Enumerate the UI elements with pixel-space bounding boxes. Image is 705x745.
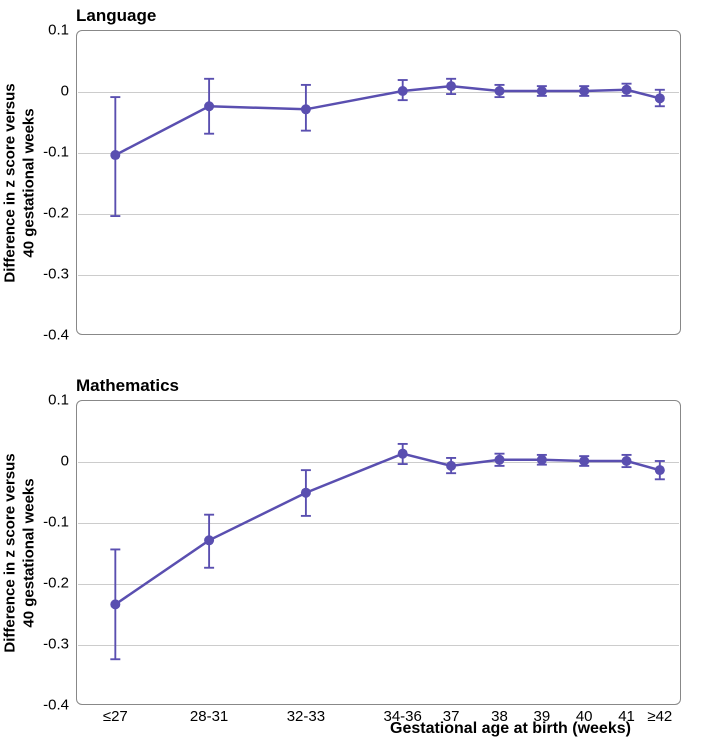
- series-line: [115, 86, 660, 155]
- data-marker: [110, 599, 120, 609]
- data-marker: [398, 449, 408, 459]
- plot-svg: [76, 400, 681, 705]
- xtick-label: 32-33: [287, 708, 325, 725]
- ytick-label: 0.1: [19, 22, 69, 39]
- yaxis-title: Difference in z score versus40 gestation…: [1, 453, 39, 652]
- data-marker: [446, 81, 456, 91]
- series-line: [115, 454, 660, 605]
- panel-mathematics: Mathematics0.10-0.1-0.2-0.3-0.4Differenc…: [76, 400, 681, 705]
- ytick-label: 0.1: [19, 392, 69, 409]
- data-marker: [579, 86, 589, 96]
- plot-svg: [76, 30, 681, 335]
- xaxis-title: Gestational age at birth (weeks): [390, 720, 631, 738]
- data-marker: [301, 104, 311, 114]
- data-marker: [204, 535, 214, 545]
- data-marker: [537, 455, 547, 465]
- xtick-label: 28-31: [190, 708, 228, 725]
- data-marker: [579, 456, 589, 466]
- panel-title: Language: [76, 6, 156, 26]
- ytick-label: -0.4: [19, 327, 69, 344]
- data-marker: [537, 86, 547, 96]
- data-marker: [301, 488, 311, 498]
- xtick-label: ≥42: [647, 708, 672, 725]
- panel-title: Mathematics: [76, 376, 179, 396]
- data-marker: [655, 465, 665, 475]
- xtick-label: ≤27: [103, 708, 128, 725]
- ytick-label: -0.4: [19, 697, 69, 714]
- data-marker: [655, 93, 665, 103]
- data-marker: [622, 456, 632, 466]
- data-marker: [110, 150, 120, 160]
- figure-root: Language0.10-0.1-0.2-0.3-0.4Difference i…: [0, 0, 705, 745]
- data-marker: [204, 101, 214, 111]
- data-marker: [495, 455, 505, 465]
- data-marker: [446, 461, 456, 471]
- data-marker: [495, 86, 505, 96]
- yaxis-title: Difference in z score versus40 gestation…: [1, 83, 39, 282]
- data-marker: [622, 85, 632, 95]
- data-marker: [398, 86, 408, 96]
- panel-language: Language0.10-0.1-0.2-0.3-0.4Difference i…: [76, 30, 681, 335]
